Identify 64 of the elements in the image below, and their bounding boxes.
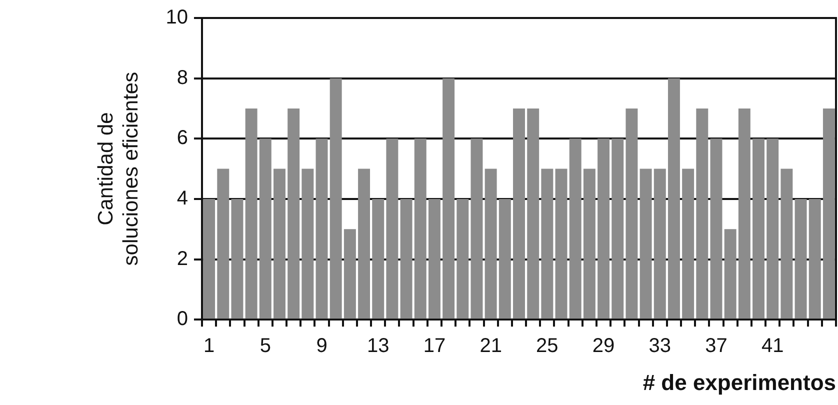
bar [231,198,244,319]
bar [442,78,455,319]
bar [640,168,652,319]
y-tick-label: 4 [176,187,188,210]
x-tick-label: 17 [423,335,446,358]
y-tick-label: 0 [176,308,188,330]
bar [612,138,624,319]
bar [316,138,328,319]
bar [541,168,554,319]
x-tick-label: 41 [761,335,784,358]
bar [752,138,764,319]
bar [288,108,300,319]
bar [738,108,750,319]
y-tick-label: 8 [176,66,188,89]
x-tick-label: 5 [260,335,271,358]
bar [710,138,722,319]
bar [330,78,342,319]
x-tick-label: 1 [203,335,215,358]
bar [794,198,807,319]
x-tick-label: 13 [366,335,390,358]
y-tick-label: 2 [176,248,188,270]
y-tick-label: 10 [166,6,188,29]
y-axis-title: Cantidad de soluciones eficientes [94,72,143,266]
x-tick-label: 37 [705,335,728,358]
bar [386,138,398,319]
bar [498,198,511,319]
x-tick-label: 29 [592,335,615,358]
bar [274,168,286,319]
bar [724,229,736,319]
bar [203,198,216,319]
bar [598,138,610,319]
x-tick-label: 9 [316,335,328,358]
bar [245,108,258,319]
bar [527,108,540,319]
bar [428,198,440,319]
bar [569,138,582,319]
bar [696,108,708,319]
bar [414,138,426,319]
bar [344,229,356,319]
y-tick-label: 6 [176,127,188,150]
bar [822,108,835,319]
x-tick-label: 33 [648,335,672,358]
bar [259,138,272,319]
bar [780,168,793,319]
bar [766,138,779,319]
bar [456,198,469,319]
bar [217,168,230,319]
bar [626,108,638,319]
bar [654,168,666,319]
bar [583,168,596,319]
x-tick-label: 25 [536,335,558,358]
bar [668,78,680,319]
bar [302,168,314,319]
bar [372,198,384,319]
bar [682,168,694,319]
x-tick-label: 21 [480,335,502,358]
bar [808,198,821,319]
bar [555,168,568,319]
bar [358,168,370,319]
bar [400,198,412,319]
bar [470,138,483,319]
bar [484,168,497,319]
x-axis-title: # de experimentos [642,370,836,395]
bar [513,108,525,319]
